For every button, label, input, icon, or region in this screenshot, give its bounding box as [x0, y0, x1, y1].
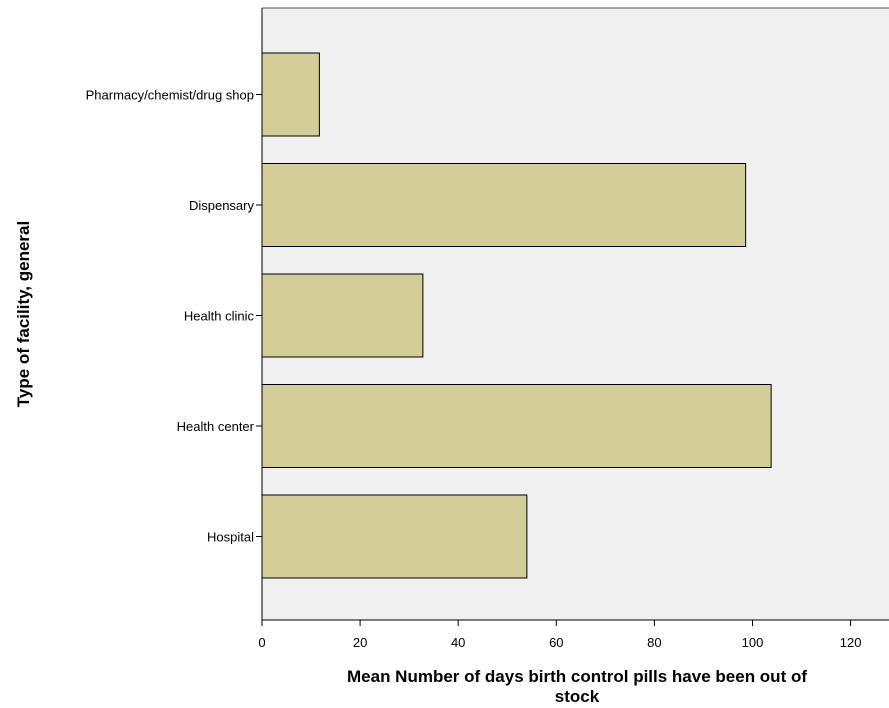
bar-4 — [261, 494, 528, 579]
category-label: Hospital — [207, 530, 254, 545]
bar-3 — [261, 384, 772, 468]
x-axis-title-line-1: Mean Number of days birth control pills … — [347, 667, 807, 686]
category-label: Dispensary — [189, 198, 255, 213]
category-label: Pharmacy/chemist/drug shop — [86, 88, 254, 103]
x-tick-label: 80 — [647, 635, 661, 650]
x-axis-ticks: 0 20 40 60 80 100 120 — [258, 620, 861, 650]
x-tick-label: 0 — [258, 635, 265, 650]
bars-group — [261, 52, 772, 579]
x-tick-label: 100 — [742, 635, 764, 650]
x-axis-title-line-2: stock — [555, 687, 600, 706]
bar-1 — [261, 163, 747, 247]
x-tick-label: 40 — [451, 635, 465, 650]
y-axis-title: Type of facility, general — [14, 221, 33, 407]
bar-0 — [261, 52, 320, 137]
bar-2 — [261, 273, 424, 358]
category-label: Health clinic — [184, 309, 255, 324]
x-tick-label: 120 — [840, 635, 862, 650]
x-tick-label: 60 — [549, 635, 563, 650]
category-label: Health center — [177, 419, 255, 434]
x-tick-label: 20 — [353, 635, 367, 650]
category-labels: Pharmacy/chemist/drug shop Dispensary Heal… — [86, 88, 262, 545]
